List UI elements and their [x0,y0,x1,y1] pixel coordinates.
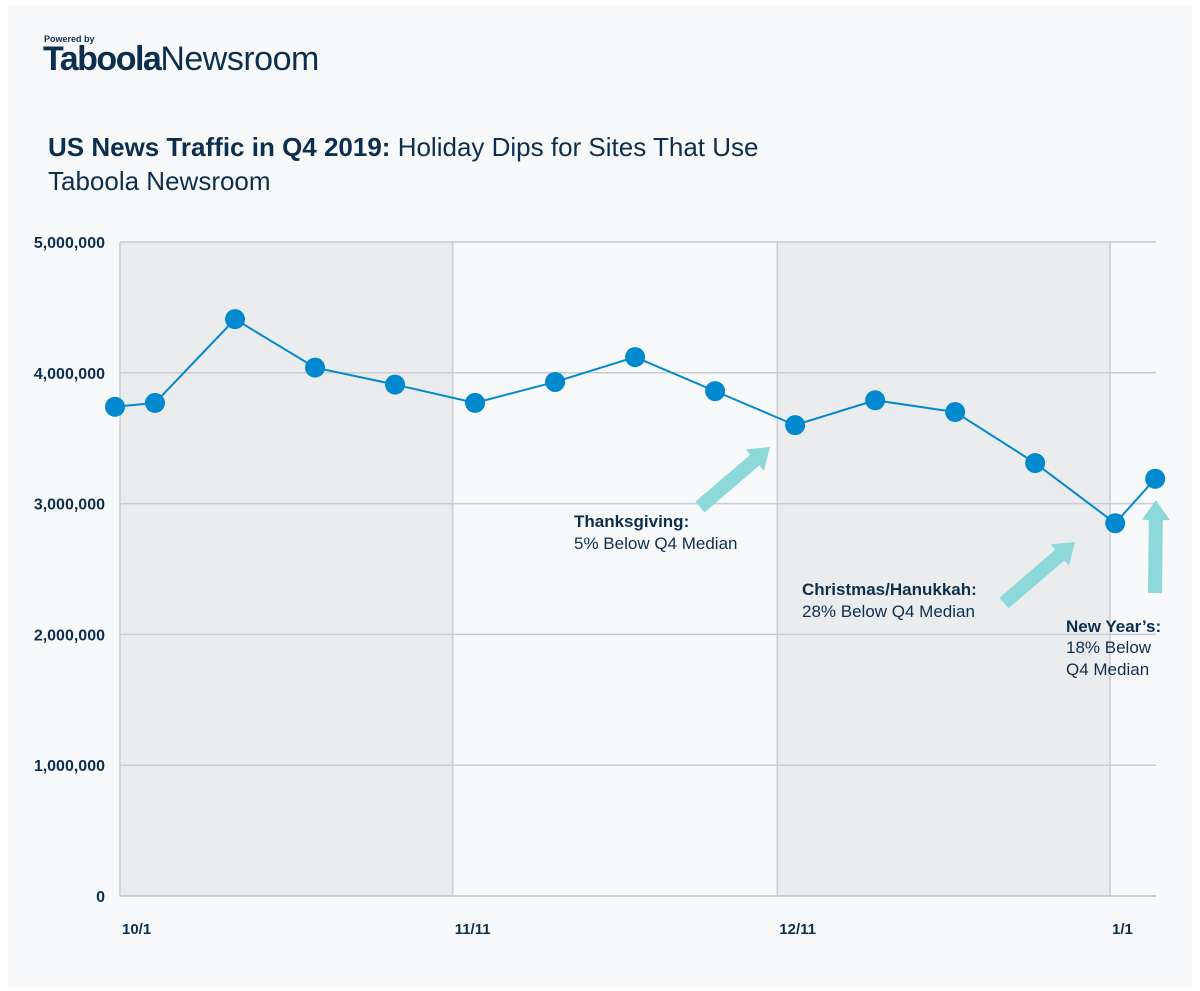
data-point [865,390,886,411]
data-point [145,392,166,413]
data-point [1105,513,1126,534]
x-tick-label: 1/1 [1112,921,1133,938]
chart-title-bold: US News Traffic in Q4 2019: [48,132,391,162]
data-point [1025,453,1046,474]
y-tick-label: 4,000,000 [34,366,105,383]
chart-title: US News Traffic in Q4 2019: Holiday Dips… [48,130,808,198]
x-tick-label: 12/11 [779,921,816,938]
data-point [1145,468,1166,489]
data-point [385,374,406,395]
data-point [625,347,646,368]
christmas-text: 28% Below Q4 Median [802,602,975,621]
y-tick-label: 1,000,000 [34,758,105,775]
new-years-text-2: Q4 Median [1066,660,1149,679]
new-years-label: New Year’s: [1066,617,1161,636]
thanksgiving-text: 5% Below Q4 Median [574,534,737,553]
y-tick-label: 5,000,000 [34,235,105,252]
shaded-band [120,242,453,896]
x-tick-label: 11/11 [455,921,491,938]
christmas-label: Christmas/Hanukkah: [802,580,977,599]
data-point [465,392,486,413]
thanksgiving-arrow [695,447,770,513]
y-tick-label: 2,000,000 [34,627,105,644]
new-years-text: 18% Below [1066,638,1152,657]
x-tick-label: 10/1 [122,921,151,938]
y-tick-label: 3,000,000 [34,497,105,514]
logo-brand: Taboola [43,40,162,78]
christmas-arrow [999,542,1075,609]
logo-product: Newsroom [160,40,319,78]
data-point [225,309,246,330]
data-point [305,357,326,378]
shaded-band [777,242,1110,896]
thanksgiving-label: Thanksgiving: [574,512,689,531]
new-years-arrow [1141,500,1170,594]
y-tick-label: 0 [96,889,105,906]
taboola-newsroom-logo: TaboolaNewsroom [43,40,319,79]
data-point [945,402,966,423]
data-point [785,415,806,436]
data-point [545,371,566,392]
powered-by-label: Powered by [44,34,95,44]
data-point [105,396,125,417]
chart-title-rest: Holiday Dips for Sites That Use Taboola … [48,132,759,196]
data-point [705,381,726,402]
